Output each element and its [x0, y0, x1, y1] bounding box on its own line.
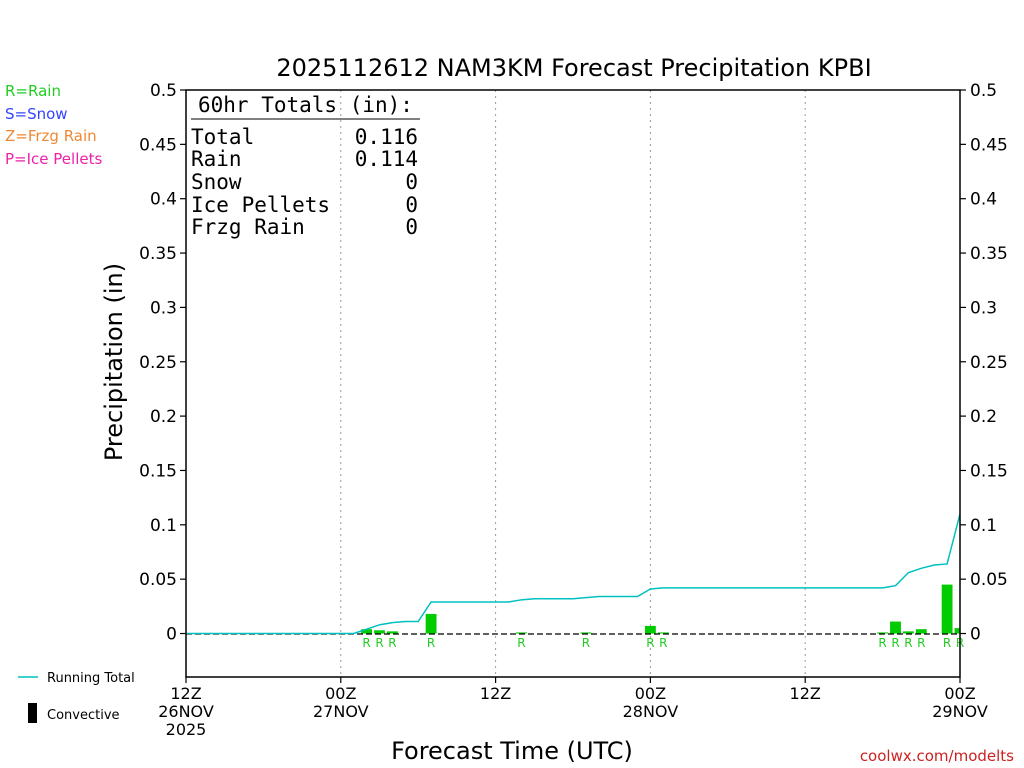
y-tick-label-left: 0.15	[139, 461, 177, 481]
legend-frzg-rain: Z=Frzg Rain	[5, 127, 97, 145]
y-tick-label-right: 0.1	[970, 516, 997, 536]
y-tick-label-right: 0	[970, 625, 981, 645]
precip-bar	[954, 628, 960, 634]
y-tick-label-right: 0.35	[970, 244, 1008, 264]
y-tick-label-right: 0.45	[970, 135, 1008, 155]
bar-type-label: R	[388, 636, 396, 650]
y-tick-label-right: 0.25	[970, 353, 1008, 373]
bar-type-label: R	[427, 636, 435, 650]
grid-lines	[340, 90, 806, 677]
x-tick-label: 27NOV	[313, 702, 369, 721]
precip-bar	[915, 629, 927, 634]
y-tick-label-left: 0.25	[139, 353, 177, 373]
legend-rain: R=Rain	[5, 82, 61, 100]
precip-bar	[877, 632, 889, 634]
x-tick-label: 28NOV	[623, 702, 679, 721]
precip-bar	[941, 584, 953, 634]
y-tick-label-right: 0.2	[970, 407, 997, 427]
bar-type-label: R	[362, 636, 370, 650]
x-tick-label: 00Z	[325, 684, 356, 703]
y-tick-label-left: 0.05	[139, 570, 177, 590]
totals-label-ice-pellets: Ice Pellets	[191, 193, 330, 217]
precip-bar	[890, 621, 901, 634]
totals-value-frzg-rain: 0	[405, 215, 418, 239]
totals-box: 60hr Totals (in): Total 0.116 Rain 0.114…	[191, 93, 420, 239]
y-tick-label-right: 0.4	[970, 190, 997, 210]
precip-bar	[425, 613, 437, 634]
x-tick-label: 12Z	[480, 684, 511, 703]
bar-type-label: R	[904, 636, 912, 650]
series-legend: Running Total Convective	[18, 671, 135, 723]
running-total-line	[186, 513, 961, 635]
totals-label-frzg-rain: Frzg Rain	[191, 215, 305, 239]
precip-bar	[657, 632, 669, 634]
y-tick-label-right: 0.05	[970, 570, 1008, 590]
totals-value-snow: 0	[405, 170, 418, 194]
x-tick-label: 00Z	[635, 684, 666, 703]
totals-label-total: Total	[191, 125, 254, 149]
y-tick-label-left: 0.5	[150, 81, 177, 101]
y-tick-label-left: 0.1	[150, 516, 177, 536]
x-tick-label: 26NOV	[158, 702, 214, 721]
precip-bar	[515, 632, 527, 634]
x-axis-label: Forecast Time (UTC)	[391, 737, 633, 765]
totals-value-total: 0.116	[355, 125, 418, 149]
bar-type-label: R	[659, 636, 667, 650]
y-tick-label-left: 0.3	[150, 298, 177, 318]
precip-bar	[580, 632, 592, 634]
plot-frame	[185, 89, 961, 678]
bar-type-label: R	[582, 636, 590, 650]
totals-value-ice-pellets: 0	[405, 193, 418, 217]
y-tick-label-left: 0.45	[139, 135, 177, 155]
precip-bar	[386, 631, 398, 634]
precip-bar	[361, 629, 373, 634]
legend-ice-pellets: P=Ice Pellets	[5, 150, 102, 168]
bars-layer	[361, 584, 960, 634]
convective-legend-label: Convective	[47, 708, 120, 723]
bar-type-label: R	[878, 636, 886, 650]
x-tick-label: 29NOV	[932, 702, 988, 721]
precip-bar	[644, 625, 656, 634]
totals-value-rain: 0.114	[355, 147, 418, 171]
y-tick-label-left: 0.2	[150, 407, 177, 427]
x-tick-label: 2025	[166, 720, 207, 739]
chart-title: 2025112612 NAM3KM Forecast Precipitation…	[276, 54, 871, 82]
bar-type-label: R	[517, 636, 525, 650]
totals-label-rain: Rain	[191, 147, 242, 171]
totals-heading: 60hr Totals (in):	[198, 93, 413, 117]
totals-label-snow: Snow	[191, 170, 242, 194]
x-tick-label: 12Z	[790, 684, 821, 703]
running-total-legend-label: Running Total	[47, 671, 135, 686]
x-tick-label: 12Z	[170, 684, 201, 703]
convective-legend-swatch	[28, 703, 37, 723]
watermark: coolwx.com/modelts	[860, 747, 1014, 765]
legend-snow: S=Snow	[5, 105, 68, 123]
y-axis-ticks: 0 00.05 0.050.1 0.10.15 0.150.2 0.20.25 0.250.…	[139, 81, 1008, 645]
y-axis-label: Precipitation (in)	[100, 263, 128, 461]
y-tick-label-left: 0	[166, 625, 177, 645]
y-tick-label-right: 0.3	[970, 298, 997, 318]
bar-type-label: R	[943, 636, 951, 650]
x-tick-label: 00Z	[944, 684, 975, 703]
precip-bar	[902, 631, 914, 634]
y-tick-label-left: 0.35	[139, 244, 177, 264]
bar-type-label: R	[646, 636, 654, 650]
precip-bar	[374, 630, 385, 634]
y-tick-label-right: 0.5	[970, 81, 997, 101]
bar-type-label: R	[891, 636, 899, 650]
y-tick-label-left: 0.4	[150, 190, 177, 210]
y-tick-label-right: 0.15	[970, 461, 1008, 481]
bar-type-label: R	[375, 636, 383, 650]
bar-type-label: R	[917, 636, 925, 650]
type-legend: R=Rain S=Snow Z=Frzg Rain P=Ice Pellets	[5, 82, 102, 168]
